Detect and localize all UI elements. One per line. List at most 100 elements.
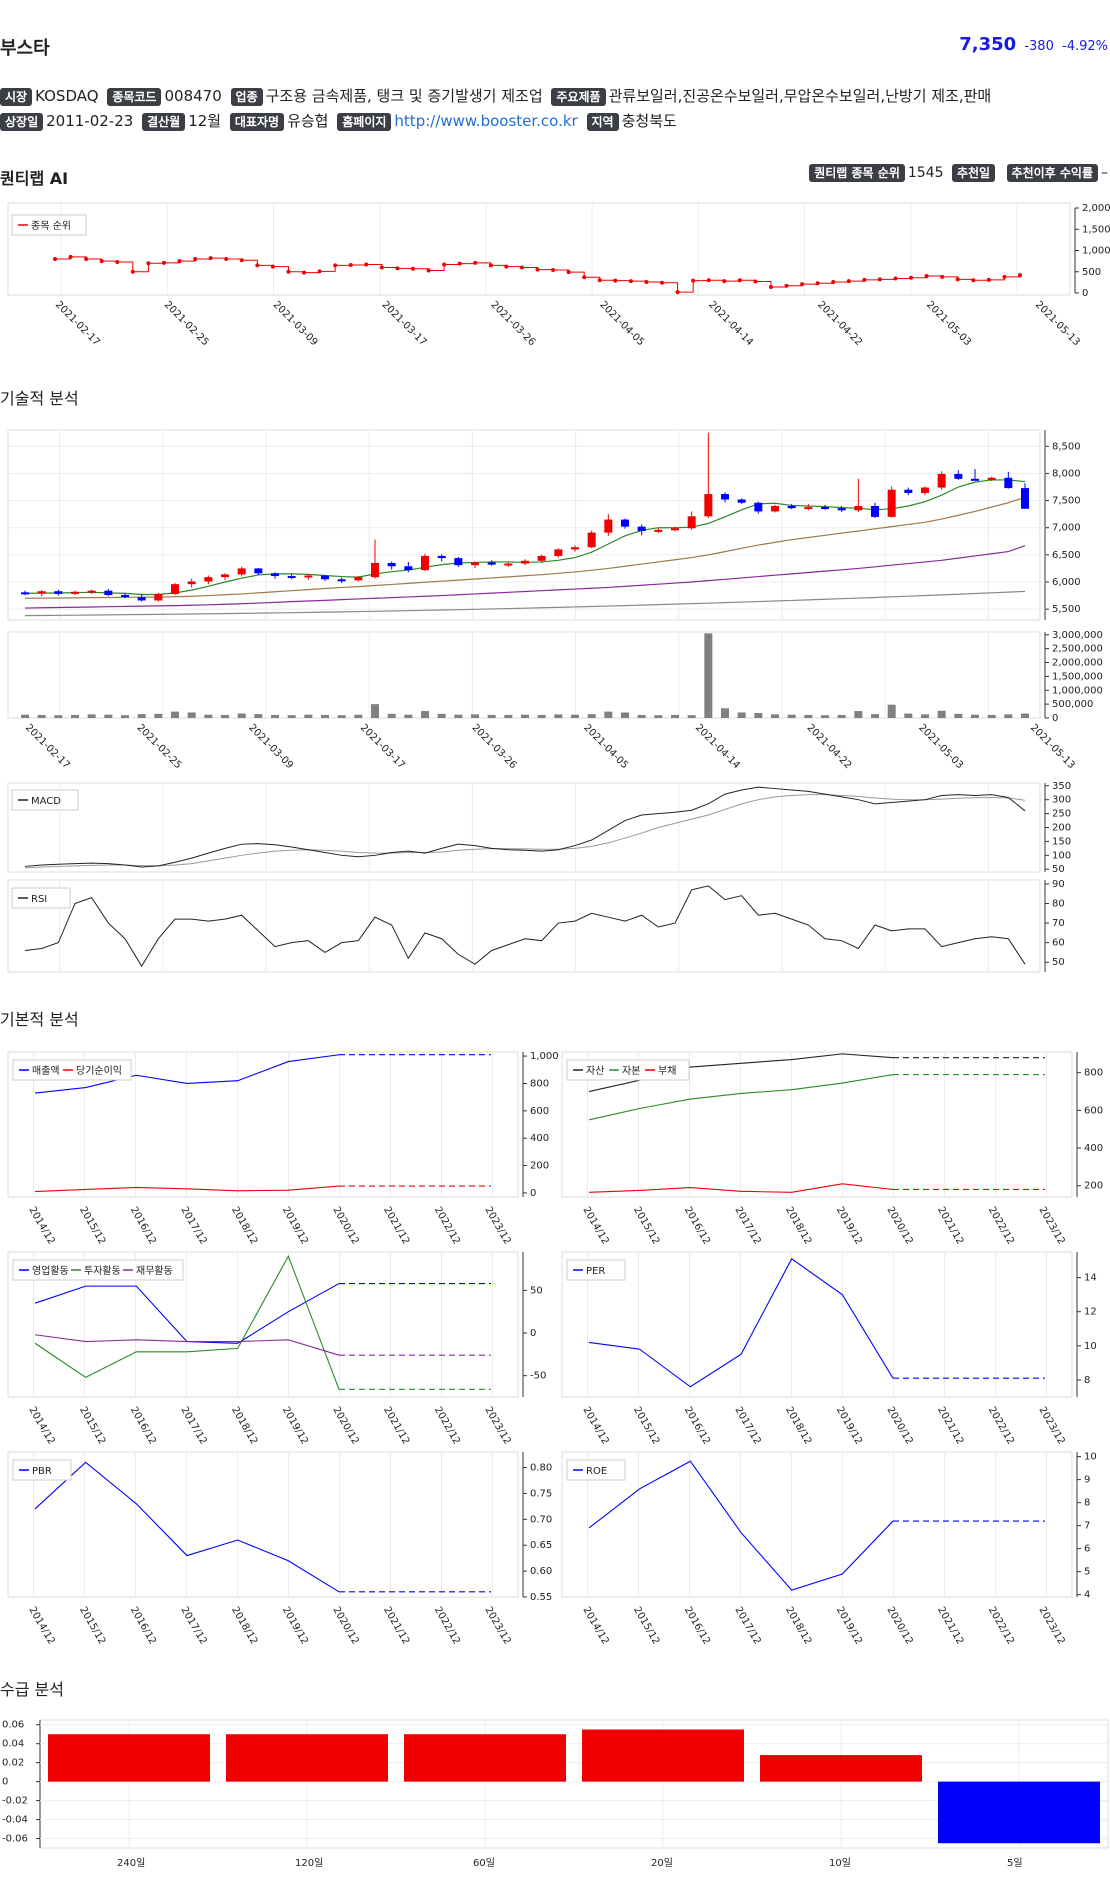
candle-body: [287, 576, 296, 579]
candle-body: [371, 563, 379, 578]
y-tick-label: 70: [1052, 918, 1065, 929]
x-tick-label: 2020/12: [884, 1605, 914, 1646]
y-tick-label: 600: [530, 1106, 549, 1117]
price-panel: [7, 429, 1041, 621]
rank-point: [909, 275, 914, 280]
volume-bar: [654, 715, 663, 718]
candle-body: [137, 597, 146, 601]
candle-body: [71, 591, 79, 594]
y-tick-label: 0: [1052, 713, 1058, 724]
y-tick-label: 2,000,000: [1052, 658, 1103, 669]
volume-bar: [954, 713, 963, 718]
y-tick-label: 500: [1082, 267, 1101, 278]
x-tick-label: 2014/12: [580, 1405, 610, 1446]
legend-label: MACD: [31, 796, 61, 807]
candle-body: [421, 555, 429, 571]
cashflow-line-2: [34, 1334, 340, 1356]
volume-bar: [837, 714, 846, 718]
ma-line-ma20: [24, 496, 1026, 599]
volume-bar: [321, 714, 329, 718]
rank-point: [706, 278, 711, 283]
homepage-link[interactable]: http://www.booster.co.kr: [394, 112, 578, 130]
volume-bar: [154, 713, 163, 718]
volume-bar: [171, 711, 179, 718]
volume-bar: [287, 715, 296, 718]
x-tick-label: 2016/12: [128, 1205, 158, 1246]
ai-summary: 퀀티랩 종목 순위 1545 추천일 추천이후 수익률 –: [809, 164, 1108, 182]
supply-bar: [582, 1729, 744, 1782]
legend: [11, 887, 71, 909]
x-tick-label: 2020/12: [330, 1205, 360, 1246]
y-tick-label: 600: [1084, 1105, 1103, 1116]
legend: [566, 1259, 626, 1281]
legend-label: PER: [586, 1266, 605, 1277]
x-tick-label: 240일: [117, 1857, 145, 1869]
x-tick-label: 2018/12: [229, 1405, 259, 1446]
candle-body: [554, 549, 563, 556]
industry-value: 구조용 금속제품, 탱크 및 증기발생기 제조업: [265, 87, 543, 105]
volume-bar: [221, 714, 229, 718]
x-tick-label: 2019/12: [280, 1205, 310, 1246]
y-tick-label: 350: [1052, 781, 1071, 792]
volume-bar: [854, 711, 863, 718]
candle-body: [987, 477, 996, 480]
volume-bar: [921, 714, 929, 718]
legend-label: 매출액: [32, 1065, 60, 1077]
y-tick-label: -0.02: [2, 1796, 28, 1807]
x-tick-label: 20일: [651, 1857, 673, 1869]
legend-label: RSI: [31, 894, 47, 905]
candle-body: [854, 506, 863, 511]
x-tick-label: 2022/12: [986, 1205, 1016, 1246]
ceo-value: 유승협: [287, 112, 329, 130]
rank-point: [395, 266, 400, 271]
legend: [566, 1059, 690, 1081]
x-tick-label: 2018/12: [783, 1405, 813, 1446]
rank-point: [893, 276, 898, 281]
volume-panel: [7, 631, 1041, 719]
candle-body: [121, 595, 129, 598]
rank-point: [877, 277, 882, 282]
supply-panel: [39, 1719, 1109, 1849]
candle-body: [187, 581, 196, 585]
x-tick-label: 2016/12: [682, 1605, 712, 1646]
x-tick-label: 2019/12: [280, 1405, 310, 1446]
x-tick-label: 2021-03-17: [380, 299, 429, 348]
legend-label: PBR: [32, 1466, 52, 1477]
rank-point: [115, 259, 120, 264]
volume-bar: [587, 714, 596, 718]
y-tick-label: 200: [1052, 823, 1071, 834]
candle-body: [637, 526, 646, 531]
x-tick-label: 60일: [473, 1857, 495, 1869]
x-tick-label: 2021-03-09: [246, 722, 295, 771]
y-tick-label: 6,500: [1052, 550, 1081, 561]
x-tick-label: 2021/12: [935, 1405, 965, 1446]
y-tick-label: -0.06: [2, 1834, 28, 1845]
volume-bar: [337, 715, 346, 718]
return-tag: 추천이후 수익률: [1006, 164, 1098, 182]
y-tick-label: 0: [530, 1328, 536, 1339]
rank-point: [924, 274, 929, 278]
candle-body: [321, 575, 329, 580]
balance-line-1: [588, 1074, 894, 1121]
volume-bar: [371, 704, 379, 718]
supply-bar: [938, 1781, 1100, 1844]
volume-bar: [554, 714, 563, 718]
rsi-line: [24, 885, 1026, 968]
volume-bar: [771, 714, 779, 718]
technical-section-title: 기술적 분석: [0, 389, 79, 408]
y-tick-label: 500,000: [1052, 699, 1093, 710]
y-tick-label: 300: [1052, 795, 1071, 806]
volume-bar: [37, 714, 46, 718]
volume-bar: [721, 708, 729, 718]
x-tick-label: 2020/12: [884, 1205, 914, 1246]
legend-label: 투자활동: [84, 1264, 121, 1277]
volume-bar: [571, 714, 579, 718]
y-tick-label: 400: [530, 1133, 549, 1144]
rank-point: [146, 261, 151, 266]
volume-bar: [1021, 713, 1029, 718]
candle-body: [304, 575, 313, 578]
x-tick-label: 2016/12: [682, 1205, 712, 1246]
legend-label: 당기순이익: [76, 1065, 122, 1077]
candle-body: [737, 499, 746, 503]
candle-body: [604, 519, 613, 533]
